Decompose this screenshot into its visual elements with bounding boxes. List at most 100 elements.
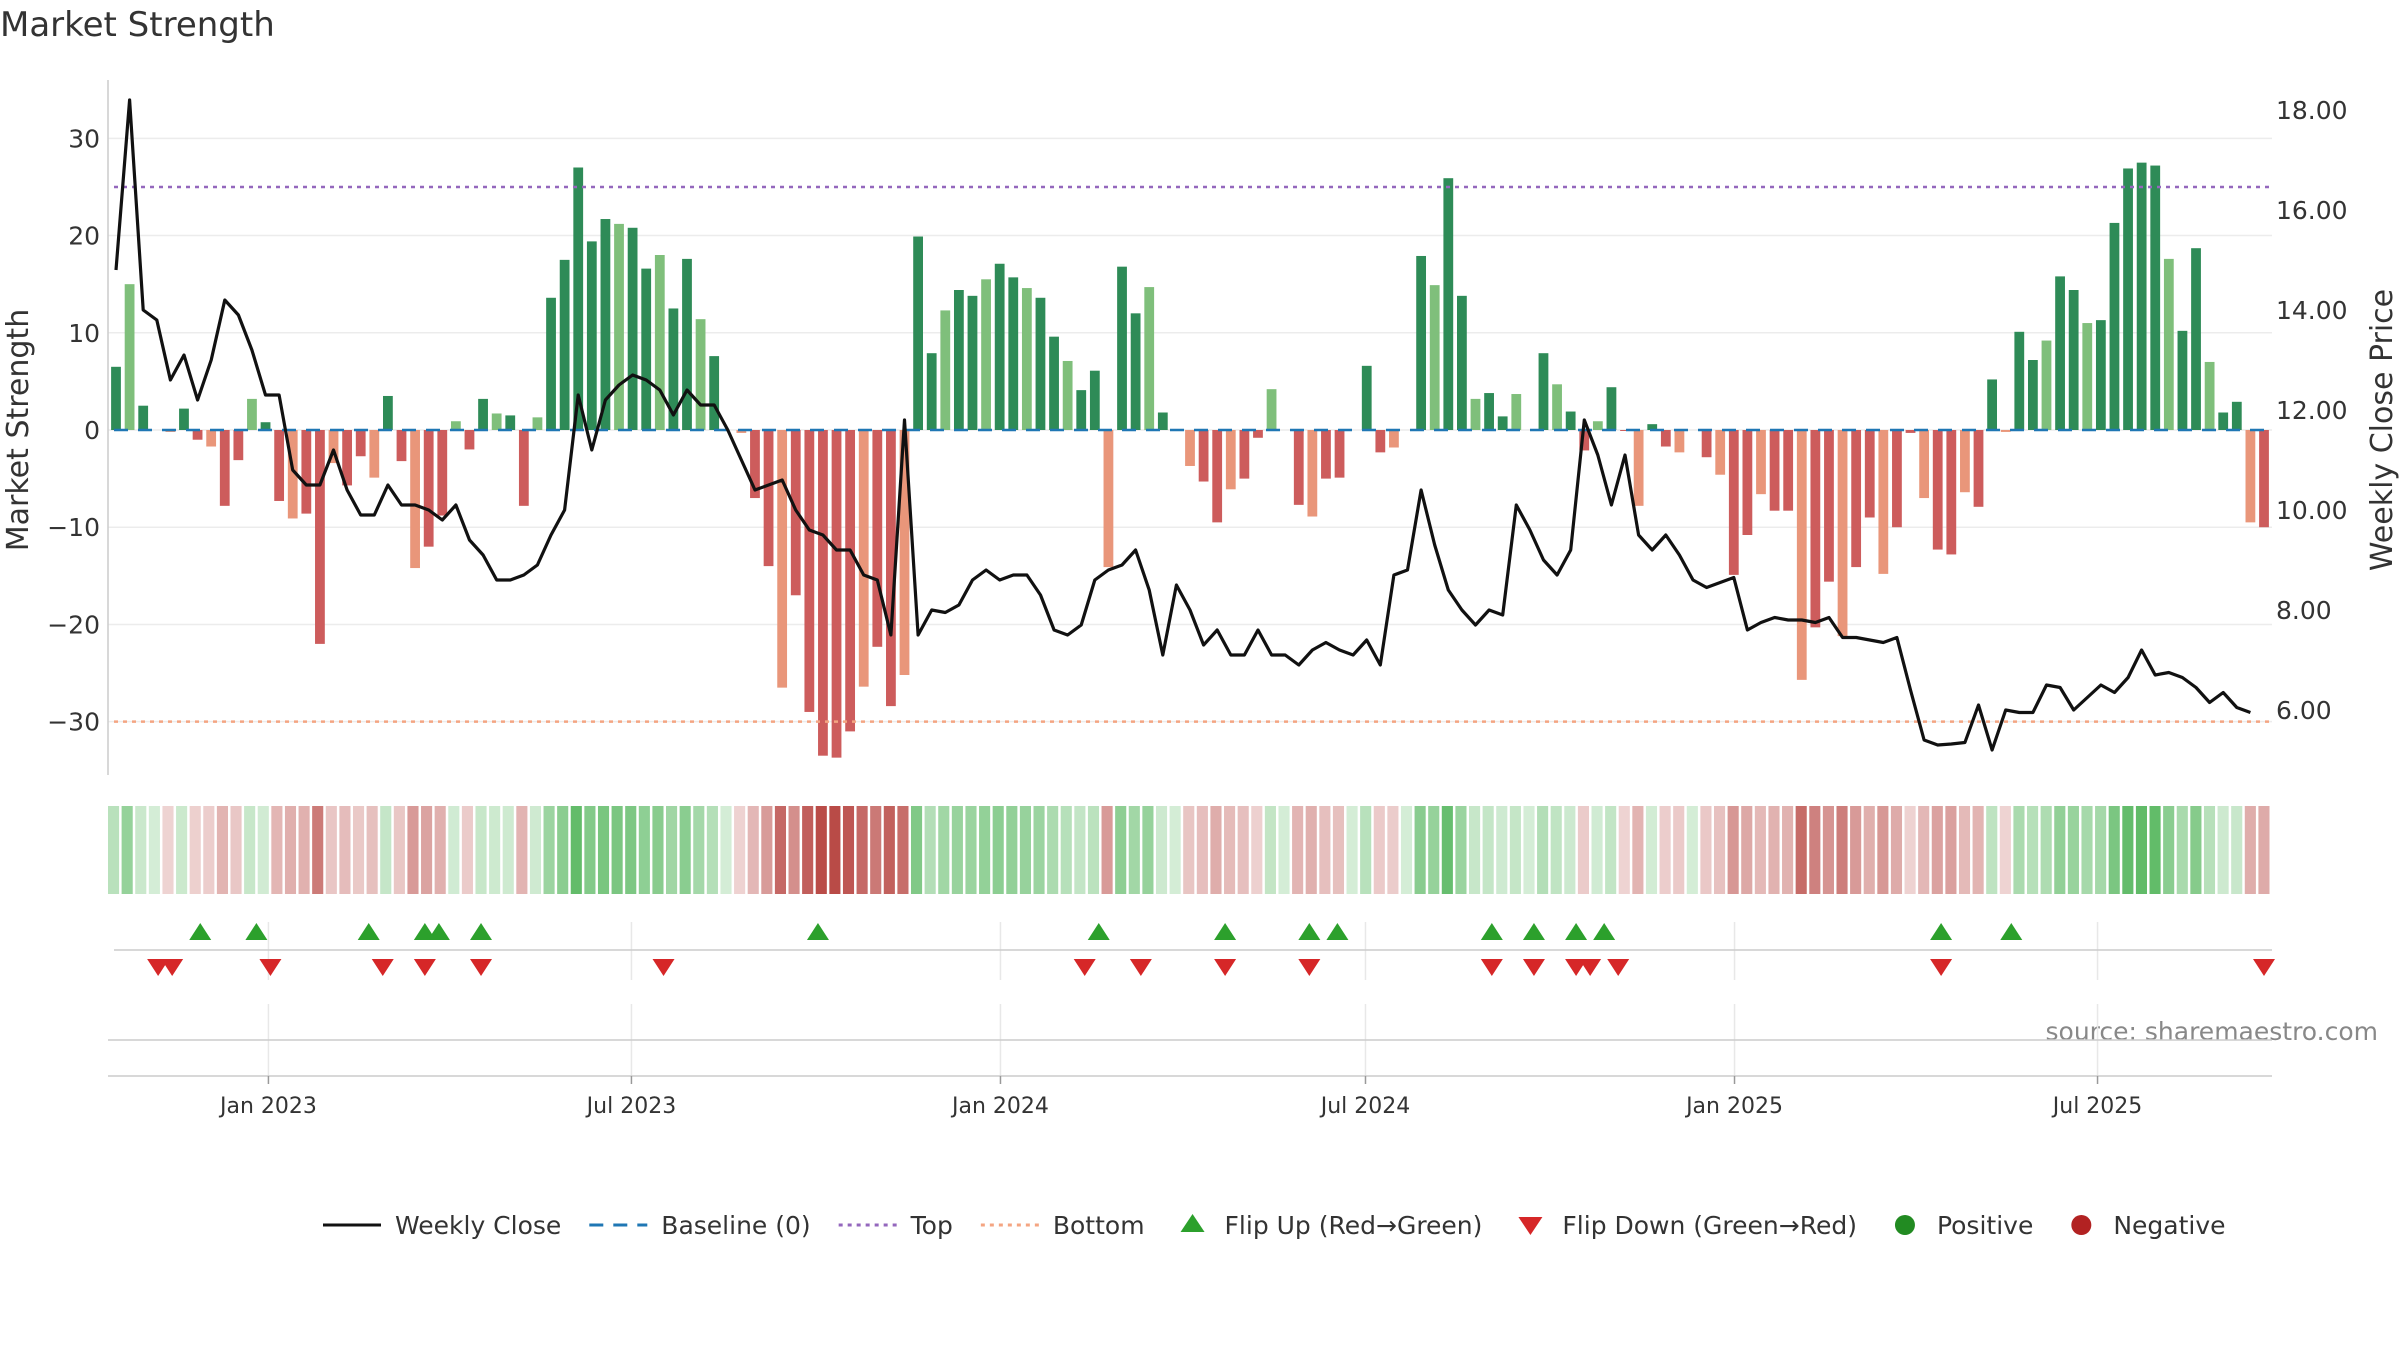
heat-cell bbox=[829, 806, 841, 894]
strength-bar bbox=[1932, 430, 1943, 550]
heat-cell bbox=[842, 806, 855, 894]
strength-bar bbox=[1769, 430, 1780, 511]
strength-bar bbox=[845, 430, 856, 732]
legend-label: Flip Down (Green→Red) bbox=[1562, 1211, 1857, 1240]
heat-cell bbox=[2135, 806, 2148, 894]
flip-up-marker bbox=[189, 923, 212, 940]
strength-bar bbox=[1429, 285, 1440, 430]
x-tick-label: Jan 2024 bbox=[950, 1094, 1049, 1119]
strength-bar bbox=[1021, 288, 1032, 430]
strength-bar bbox=[1701, 430, 1712, 458]
x-tick-label: Jan 2023 bbox=[218, 1094, 317, 1119]
source-credit: source: sharemaestro.com bbox=[2046, 1017, 2379, 1046]
strength-bar bbox=[1375, 430, 1386, 453]
strength-bar bbox=[1552, 384, 1562, 430]
flip-down-marker bbox=[470, 959, 493, 976]
heat-cell bbox=[366, 806, 378, 894]
legend: Weekly Close Baseline (0) Top Bottom Flip Up… bbox=[323, 1211, 2226, 1240]
strength-bar bbox=[1307, 430, 1318, 517]
flip-down-marker bbox=[1522, 959, 1545, 976]
strength-bar bbox=[1484, 393, 1494, 430]
heat-cell bbox=[1713, 806, 1726, 894]
weekly-close-line bbox=[114, 98, 2251, 752]
legend-label: Weekly Close bbox=[395, 1211, 561, 1240]
strength-bar bbox=[1103, 430, 1114, 568]
flip-up-marker bbox=[1565, 923, 1588, 940]
y2-tick-label: 16.00 bbox=[2276, 196, 2348, 225]
strength-bar bbox=[967, 295, 978, 430]
strength-bar bbox=[1321, 430, 1331, 479]
strength-bar bbox=[1864, 430, 1875, 518]
flip-down-marker bbox=[1129, 959, 1152, 976]
flip-down-marker bbox=[1930, 959, 1953, 976]
flip-down-marker bbox=[652, 959, 675, 976]
strength-bar bbox=[2068, 290, 2079, 430]
chart-title: Market Strength bbox=[0, 5, 275, 45]
heat-cell bbox=[257, 806, 269, 894]
heat-cell bbox=[652, 806, 664, 894]
heat-cell bbox=[679, 806, 691, 894]
strength-bar bbox=[858, 430, 869, 687]
strength-bar bbox=[1810, 430, 1821, 628]
heat-cell bbox=[339, 806, 351, 894]
heat-cell bbox=[1904, 806, 1916, 894]
strength-bar bbox=[2259, 430, 2269, 528]
heat-cell bbox=[1400, 806, 1413, 894]
strength-bar bbox=[600, 219, 611, 430]
heat-cell bbox=[1319, 806, 1331, 894]
strength-bar bbox=[872, 430, 883, 647]
lines-layer bbox=[114, 98, 2272, 752]
legend-item: Negative bbox=[2071, 1211, 2226, 1240]
y-tick-label: −10 bbox=[47, 513, 100, 542]
heat-cell bbox=[570, 806, 582, 894]
heat-cell bbox=[434, 806, 446, 894]
heat-cell bbox=[1809, 806, 1821, 894]
heat-cell bbox=[1999, 806, 2011, 894]
flip-up-marker bbox=[357, 923, 380, 940]
strength-bar bbox=[1905, 430, 1916, 433]
y2-tick-label: 12.00 bbox=[2276, 396, 2348, 425]
strength-bar bbox=[1728, 430, 1739, 575]
strength-bar bbox=[1130, 313, 1141, 430]
heat-cell bbox=[121, 806, 133, 894]
heat-cell bbox=[1509, 806, 1521, 894]
heat-cell bbox=[352, 806, 365, 894]
strength-bar bbox=[1647, 424, 1658, 430]
strength-bar bbox=[1565, 411, 1576, 430]
heat-cell bbox=[1414, 806, 1426, 894]
heat-cell bbox=[216, 806, 228, 894]
strength-bar bbox=[1824, 430, 1834, 582]
heat-cell bbox=[883, 806, 895, 894]
strength-bar bbox=[383, 395, 393, 430]
heat-cell bbox=[1945, 806, 1957, 894]
heat-cell bbox=[870, 806, 882, 894]
heat-cell bbox=[1877, 806, 1889, 894]
strength-bar bbox=[2095, 320, 2106, 430]
strength-bar bbox=[2163, 258, 2174, 430]
heat-cell bbox=[1237, 806, 1249, 894]
flip-markers bbox=[114, 923, 2275, 976]
heat-cell bbox=[1754, 806, 1766, 894]
heat-cell bbox=[557, 806, 569, 894]
heat-cell bbox=[2081, 806, 2093, 894]
strength-bar bbox=[1361, 365, 1372, 430]
strength-bar bbox=[423, 430, 434, 547]
heat-cell bbox=[1224, 806, 1236, 894]
strength-bar bbox=[1225, 430, 1236, 490]
heat-cell bbox=[1251, 806, 1263, 894]
strength-bar bbox=[2027, 360, 2038, 430]
heat-cell bbox=[924, 806, 936, 894]
heat-cell bbox=[1931, 806, 1943, 894]
strength-bar bbox=[369, 430, 380, 478]
strength-bar bbox=[410, 430, 420, 569]
heat-cell bbox=[2217, 806, 2229, 894]
heat-cell bbox=[380, 806, 392, 894]
heat-cell bbox=[1210, 806, 1222, 894]
strength-bar bbox=[926, 353, 937, 430]
flip-up-marker bbox=[245, 923, 268, 940]
strength-bar bbox=[1892, 430, 1902, 528]
heat-cell bbox=[407, 806, 419, 894]
x-tick-label: Jul 2023 bbox=[585, 1094, 677, 1119]
heat-cell bbox=[284, 806, 297, 894]
strength-bar bbox=[328, 430, 339, 464]
